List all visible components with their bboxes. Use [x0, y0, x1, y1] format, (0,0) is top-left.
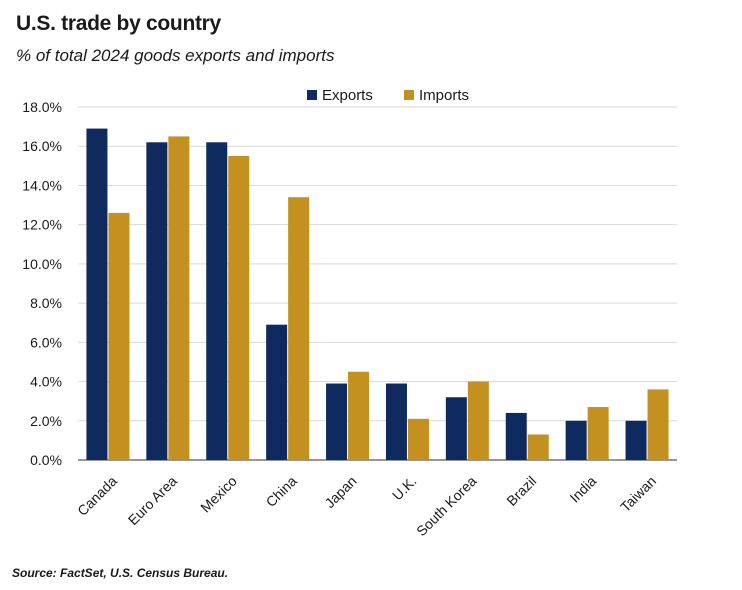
- y-tick-label: 12.0%: [22, 217, 62, 233]
- x-category-label: Japan: [321, 473, 359, 511]
- chart-subtitle: % of total 2024 goods exports and import…: [16, 46, 335, 65]
- y-tick-label: 16.0%: [22, 138, 62, 154]
- bar-imports-japan: [348, 371, 370, 460]
- bar-imports-china: [288, 197, 310, 460]
- y-tick-label: 10.0%: [22, 256, 62, 272]
- x-axis-categories: Canada Euro Area Mexico China Japan U.K.South…: [74, 473, 659, 540]
- legend-label-imports: Imports: [419, 87, 469, 104]
- bar-exports-india: [565, 420, 587, 460]
- bars: [86, 128, 669, 461]
- legend: Exports Imports: [307, 87, 469, 104]
- bar-imports-u-k-: [407, 418, 429, 460]
- bar-exports-euro-area: [146, 142, 168, 461]
- bar-exports-south-korea: [445, 397, 467, 460]
- x-category-label: Canada: [74, 473, 120, 519]
- y-tick-label: 2.0%: [30, 413, 62, 429]
- chart-title: U.S. trade by country: [16, 12, 221, 35]
- y-tick-label: 0.0%: [30, 452, 62, 468]
- gridlines: [78, 106, 677, 461]
- x-category-label: Euro Area: [125, 473, 180, 528]
- y-tick-label: 8.0%: [30, 295, 62, 311]
- x-category-label: China: [263, 473, 300, 510]
- bar-imports-mexico: [228, 156, 250, 460]
- y-axis-ticks: 0.0% 2.0% 4.0% 6.0% 8.0% 10.0% 12.0% 14.0% 16.0%…: [22, 99, 62, 468]
- bar-exports-canada: [86, 128, 108, 461]
- bar-imports-india: [587, 407, 609, 460]
- bar-imports-taiwan: [647, 389, 669, 460]
- bar-exports-japan: [326, 383, 348, 460]
- bar-imports-canada: [108, 212, 130, 460]
- x-category-label: U.K.: [389, 473, 420, 504]
- bar-imports-brazil: [527, 434, 549, 460]
- y-tick-label: 14.0%: [22, 177, 62, 193]
- bar-exports-u-k-: [385, 383, 407, 460]
- y-tick-label: 18.0%: [22, 99, 62, 115]
- y-tick-label: 6.0%: [30, 334, 62, 350]
- x-category-label: South Korea: [413, 473, 480, 540]
- y-tick-label: 4.0%: [30, 374, 62, 390]
- x-category-label: Mexico: [197, 473, 240, 516]
- bar-exports-china: [266, 324, 288, 460]
- legend-swatch-imports: [404, 90, 414, 100]
- bar-exports-brazil: [505, 412, 527, 460]
- legend-label-exports: Exports: [322, 87, 373, 104]
- x-category-label: Taiwan: [617, 473, 659, 515]
- x-category-label: India: [566, 473, 599, 506]
- bar-exports-mexico: [206, 142, 228, 461]
- source-note: Source: FactSet, U.S. Census Bureau.: [12, 566, 229, 580]
- x-category-label: Brazil: [503, 473, 539, 509]
- legend-swatch-exports: [307, 90, 317, 100]
- bar-imports-south-korea: [467, 381, 489, 460]
- bar-exports-taiwan: [625, 420, 647, 460]
- bar-imports-euro-area: [168, 136, 190, 460]
